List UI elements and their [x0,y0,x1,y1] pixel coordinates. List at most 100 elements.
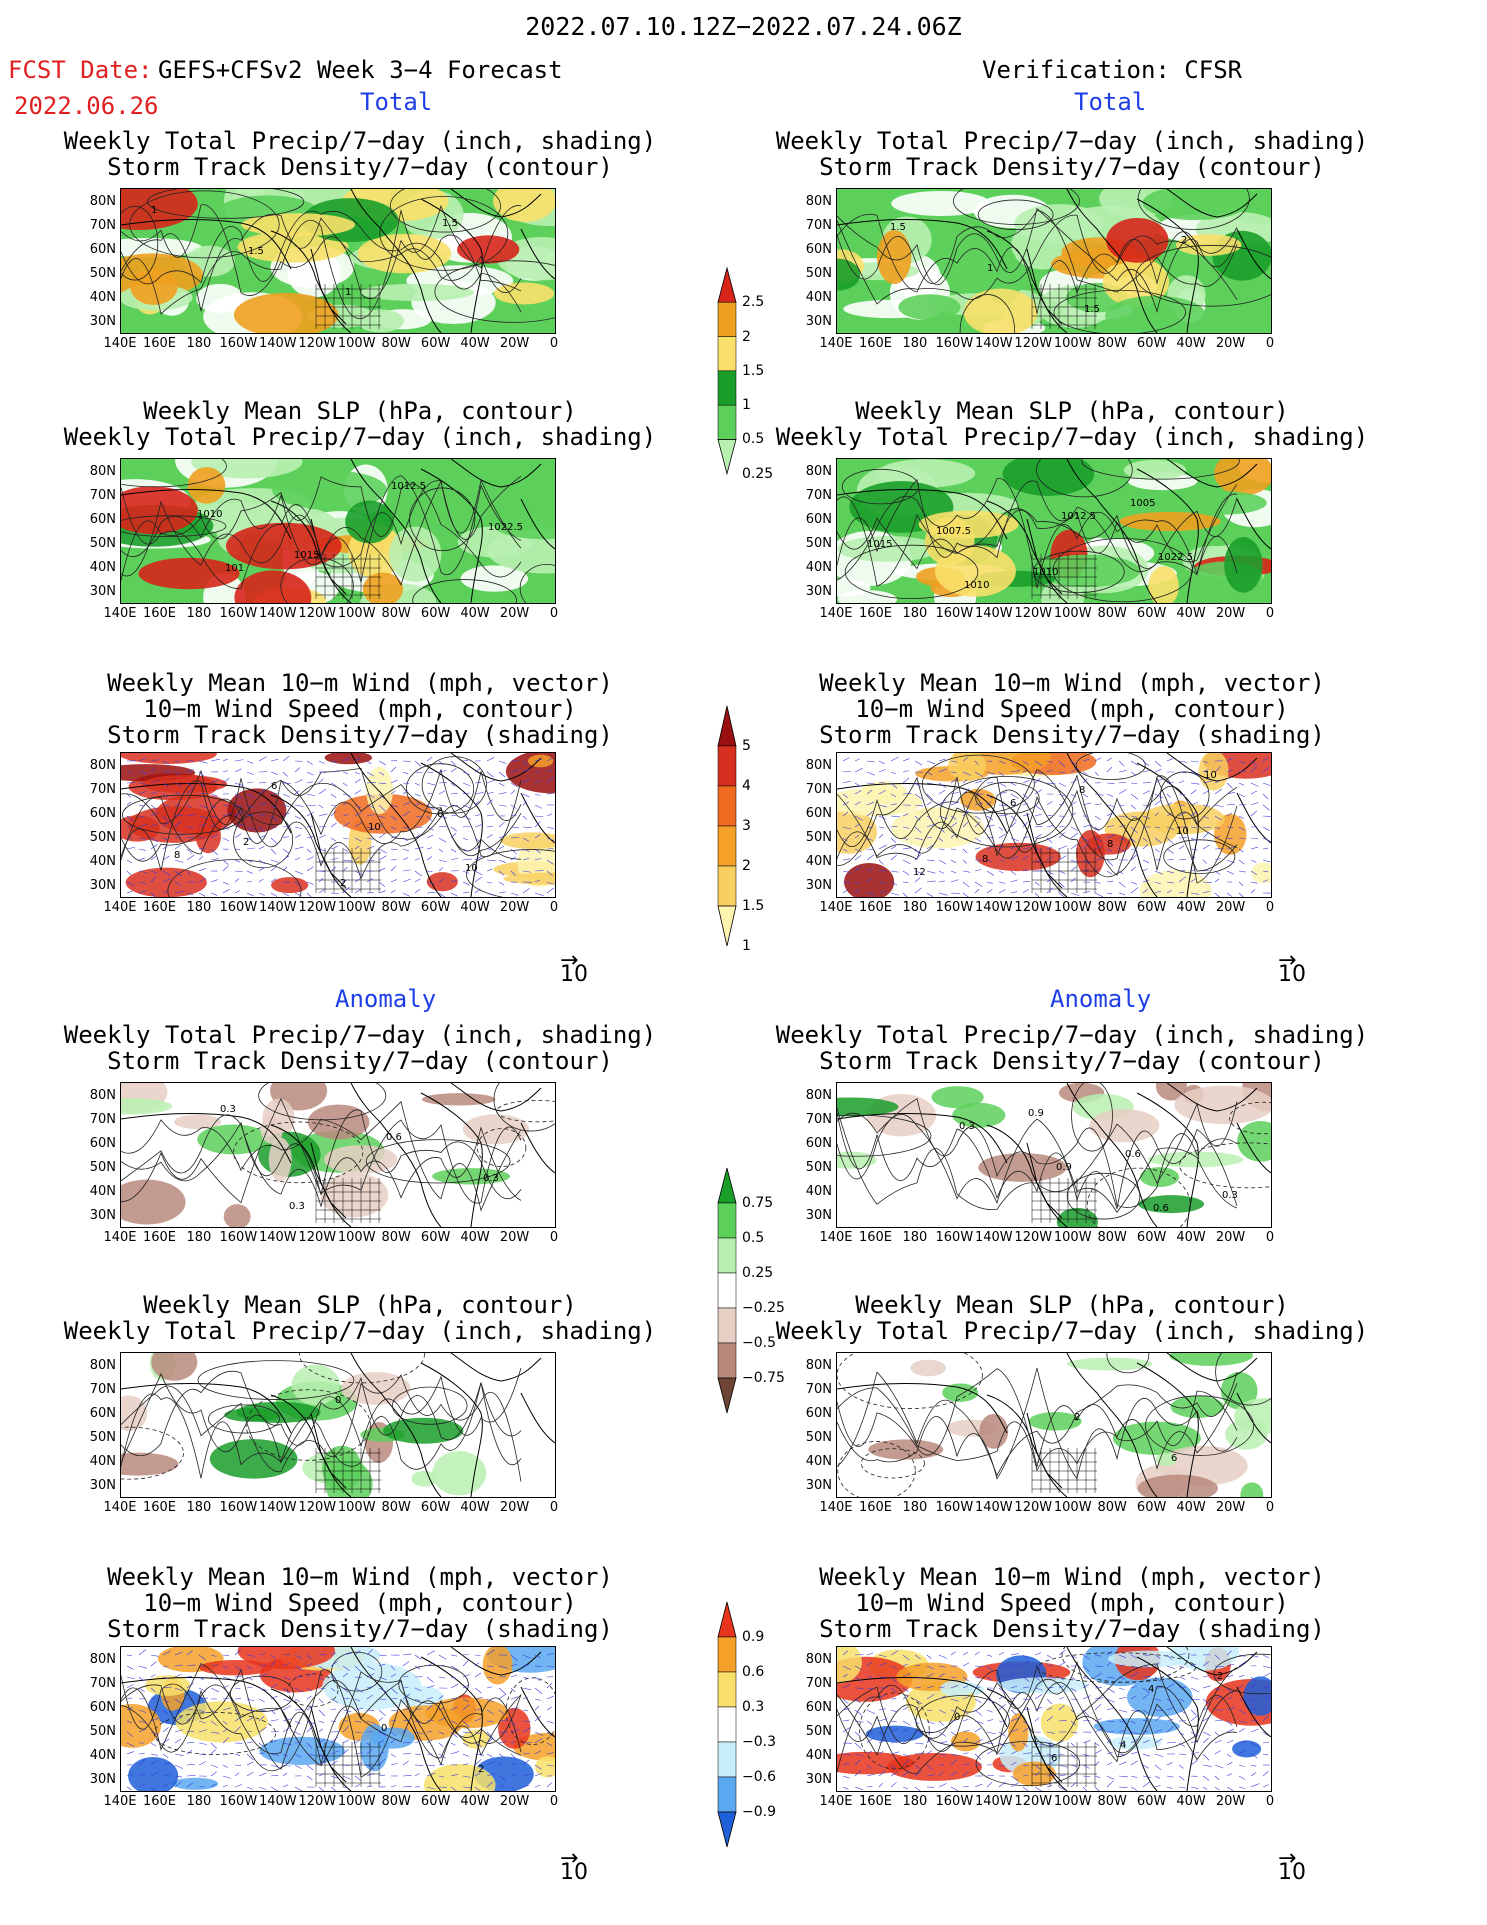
contour-label: 1 [987,263,993,274]
lon-label: 140E [103,1794,137,1809]
lon-label: 180 [186,336,212,351]
lon-label: 120W [298,336,337,351]
lon-label: 160E [858,606,892,621]
lat-label: 40N [89,1184,116,1199]
lon-label: 60W [420,336,451,351]
lon-label: 160E [142,1794,176,1809]
lon-label: 120W [1014,900,1053,915]
lon-label: 0 [549,606,559,621]
contour-label: 1.5 [248,246,264,257]
lon-label: 160E [858,900,892,915]
colorbar-label: −0.9 [742,1804,776,1820]
lat-label: 80N [805,194,832,209]
lat-label: 60N [805,806,832,821]
contour-label: 10 [465,863,478,874]
contour-label: 0 [954,1712,960,1723]
lon-label: 40W [1176,336,1206,351]
lon-label: 100W [1053,336,1092,351]
lon-label: 140W [258,336,297,351]
lon-label: 180 [186,606,212,621]
lon-label: 160W [219,1230,258,1245]
vector-ref-r6: → 10 [1278,1846,1306,1885]
lon-label: 20W [1215,1230,1246,1245]
lon-label: 180 [186,900,212,915]
lon-label: 40W [460,336,490,351]
lon-label: 120W [298,606,337,621]
lon-label: 160E [858,1230,892,1245]
lon-label: 60W [420,606,451,621]
lat-label: 50N [89,1160,116,1175]
contour-label: 2 [243,837,249,848]
lon-label: 40W [1176,1794,1206,1809]
lat-label: 70N [805,1382,832,1397]
colorbar-label: 4 [742,778,751,794]
lon-label: 100W [1053,1794,1092,1809]
contour-label: 0.9 [1028,1108,1044,1119]
lat-label: 30N [805,1478,832,1493]
lon-label: 180 [902,606,928,621]
verification-label: Verification: CFSR [982,56,1243,84]
contour-label: 0.6 [1153,1203,1169,1214]
lat-label: 60N [805,1700,832,1715]
lon-label: 140E [819,900,853,915]
contour-label: 2 [1074,1412,1080,1423]
lat-label: 30N [89,314,116,329]
lat-label: 70N [89,782,116,797]
lon-label: 160W [219,606,258,621]
lat-label: 40N [805,1454,832,1469]
lon-label: 100W [1053,1230,1092,1245]
lat-label: 30N [805,584,832,599]
lon-label: 160E [858,1794,892,1809]
period-title: 2022.07.10.12Z−2022.07.24.06Z [525,12,962,41]
lat-label: 60N [805,242,832,257]
lat-label: 80N [805,1652,832,1667]
contour-label: 8 [174,850,180,861]
contour-label: 101 [225,563,244,574]
lat-label: 70N [89,1382,116,1397]
map-panel-r4: 0.9 0.6 0.3 0.3 0.9 0.6 [836,1082,1272,1228]
lon-label: 120W [298,1230,337,1245]
contour-label: 8 [982,854,988,865]
lon-label: 80W [381,1500,411,1515]
contour-label: 1007.5 [936,526,971,537]
contour-label: 1015 [294,550,319,561]
lon-label: 180 [902,336,928,351]
lon-label: 0 [1265,1500,1275,1515]
lat-label: 30N [805,878,832,893]
lon-label: 20W [1215,900,1246,915]
lon-label: 140W [974,1500,1013,1515]
colorbar-label: 0.5 [742,1230,765,1246]
lon-label: 80W [381,1794,411,1809]
lat-label: 60N [89,242,116,257]
lon-label: 140E [103,1500,137,1515]
panel-title-r5: Weekly Mean SLP (hPa, contour) Weekly To… [775,1291,1369,1345]
panel-title-l1: Weekly Total Precip/7−day (inch, shading… [63,127,657,181]
contour-label: 6 [1010,798,1016,809]
contour-label: 1.5 [1084,304,1100,315]
lon-label: 40W [1176,1500,1206,1515]
colorbar-label: 0.9 [742,1629,765,1645]
contour-label: 6 [1051,1753,1057,1764]
lat-label: 60N [89,1136,116,1151]
lon-label: 120W [1014,606,1053,621]
contour-label: 0.3 [289,1201,305,1212]
section-anomaly-right: Anomaly [1050,985,1152,1013]
lon-label: 140W [258,1230,297,1245]
lat-label: 30N [89,1772,116,1787]
lon-label: 180 [186,1500,212,1515]
lon-label: 60W [1136,1500,1167,1515]
lat-label: 40N [89,560,116,575]
lon-label: 140E [103,336,137,351]
contour-label: 0 [335,1395,341,1406]
lat-label: 70N [805,1112,832,1127]
lon-label: 140W [974,606,1013,621]
lon-label: 40W [460,1794,490,1809]
lat-label: 60N [89,1406,116,1421]
lon-label: 80W [381,900,411,915]
lat-label: 40N [805,1748,832,1763]
fcst-model: GEFS+CFSv2 Week 3−4 Forecast [158,56,563,84]
colorbar-label: −0.75 [742,1370,785,1386]
lon-label: 140E [103,900,137,915]
map-panel-r3: 8 8 10 12 6 8 10 [836,752,1272,898]
